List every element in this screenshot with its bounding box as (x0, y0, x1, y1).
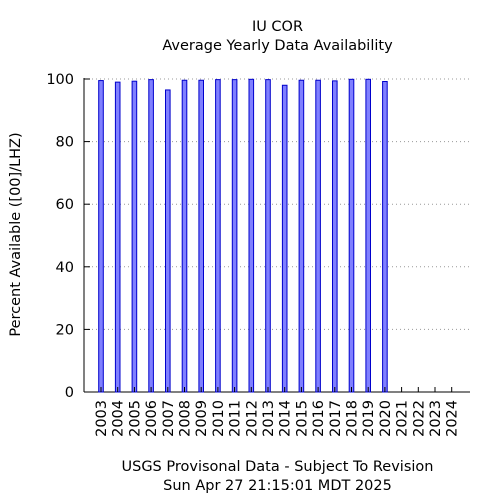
x-tick-label: 2006 (144, 400, 160, 437)
y-axis-label: Percent Available ([00]/LHZ) (8, 132, 24, 336)
x-tick-label: 2020 (378, 400, 394, 437)
bar (298, 79, 305, 393)
chart-subtitle: Average Yearly Data Availability (162, 38, 393, 54)
x-tick-label: 2005 (127, 400, 143, 437)
y-tick-label: 0 (65, 385, 74, 401)
bar (148, 79, 154, 393)
x-tick-label: 2008 (178, 400, 194, 437)
footer-timestamp: Sun Apr 27 21:15:01 MDT 2025 (163, 478, 392, 494)
bar (315, 79, 321, 393)
x-tick-label: 2023 (428, 400, 444, 437)
x-tick-label: 2004 (111, 400, 127, 437)
bar (348, 78, 355, 393)
x-tick-label: 2024 (445, 400, 461, 437)
x-tick-label: 2019 (361, 400, 377, 437)
x-tick-label: 2003 (94, 400, 110, 437)
bar (265, 79, 271, 393)
bar (281, 84, 288, 393)
x-tick-label: 2010 (211, 400, 227, 437)
x-tick-label: 2011 (228, 400, 244, 437)
footer-provisional-note: USGS Provisonal Data - Subject To Revisi… (121, 459, 434, 475)
x-tick-label: 2015 (294, 400, 310, 437)
bar (365, 78, 371, 393)
bar (248, 78, 255, 393)
y-tick-label: 80 (56, 135, 74, 151)
x-tick-label: 2013 (261, 400, 277, 437)
x-tick-label: 2016 (311, 400, 327, 437)
bar (215, 79, 221, 393)
x-tick-label: 2022 (411, 400, 427, 437)
bar (98, 80, 104, 393)
bar (131, 80, 138, 393)
chart-title: IU COR (251, 19, 304, 35)
y-tick-label: 40 (56, 260, 74, 276)
x-tick-label: 2009 (194, 400, 210, 437)
x-tick-label: 2018 (345, 400, 361, 437)
y-tick-label: 20 (56, 322, 74, 338)
x-tick-label: 2017 (328, 400, 344, 437)
bar (165, 89, 171, 393)
x-tick-label: 2014 (278, 400, 294, 437)
x-tick-label: 2007 (161, 400, 177, 437)
bar (198, 79, 204, 393)
bar (181, 79, 188, 393)
x-tick-label: 2012 (244, 400, 260, 437)
x-tick-label: 2021 (395, 400, 411, 437)
y-tick-label: 60 (56, 197, 74, 213)
bar (114, 81, 121, 393)
bar (382, 81, 388, 393)
bar (231, 79, 238, 393)
y-tick-label: 100 (46, 72, 74, 88)
bar (332, 80, 338, 393)
